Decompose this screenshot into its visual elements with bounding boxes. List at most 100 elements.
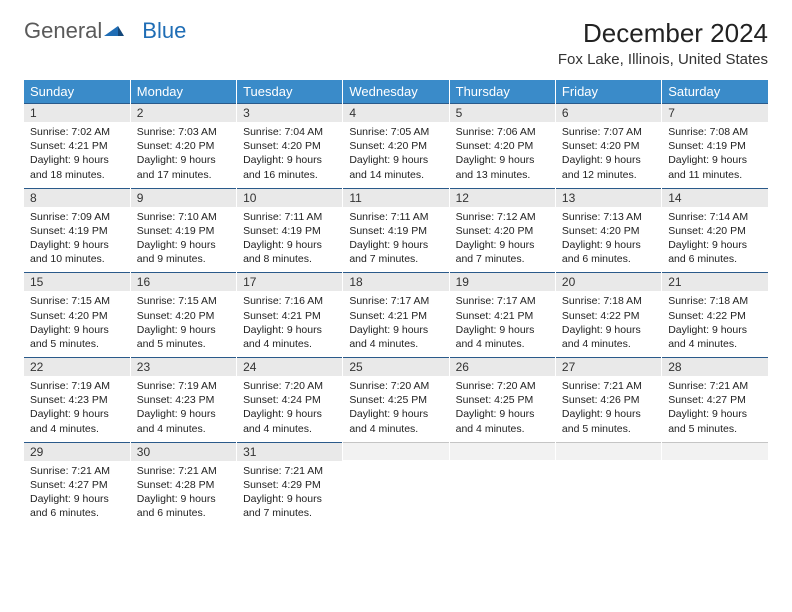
day-number: 16 — [131, 272, 236, 291]
day-header: Monday — [130, 80, 236, 103]
day-number: 25 — [343, 357, 448, 376]
day-number: 26 — [450, 357, 555, 376]
day-cell: 23Sunrise: 7:19 AMSunset: 4:23 PMDayligh… — [130, 357, 236, 442]
day-body: Sunrise: 7:20 AMSunset: 4:25 PMDaylight:… — [450, 376, 555, 442]
day-body: Sunrise: 7:13 AMSunset: 4:20 PMDaylight:… — [556, 207, 661, 273]
day-number: 13 — [556, 188, 661, 207]
day-body: Sunrise: 7:20 AMSunset: 4:25 PMDaylight:… — [343, 376, 448, 442]
day-number: 23 — [131, 357, 236, 376]
title-block: December 2024 Fox Lake, Illinois, United… — [558, 18, 768, 68]
day-cell: 21Sunrise: 7:18 AMSunset: 4:22 PMDayligh… — [662, 272, 768, 357]
day-body-empty — [343, 460, 448, 518]
day-number: 31 — [237, 442, 342, 461]
logo-text-general: General — [24, 18, 102, 44]
day-header-row: SundayMondayTuesdayWednesdayThursdayFrid… — [24, 80, 768, 103]
week-row: 15Sunrise: 7:15 AMSunset: 4:20 PMDayligh… — [24, 272, 768, 357]
day-body: Sunrise: 7:17 AMSunset: 4:21 PMDaylight:… — [343, 291, 448, 357]
day-cell: 1Sunrise: 7:02 AMSunset: 4:21 PMDaylight… — [24, 103, 130, 188]
location: Fox Lake, Illinois, United States — [558, 51, 768, 68]
day-cell: 7Sunrise: 7:08 AMSunset: 4:19 PMDaylight… — [662, 103, 768, 188]
day-number: 22 — [24, 357, 130, 376]
day-number: 7 — [662, 103, 768, 122]
day-number: 24 — [237, 357, 342, 376]
month-title: December 2024 — [558, 18, 768, 49]
day-number: 19 — [450, 272, 555, 291]
day-body: Sunrise: 7:17 AMSunset: 4:21 PMDaylight:… — [450, 291, 555, 357]
day-cell: 22Sunrise: 7:19 AMSunset: 4:23 PMDayligh… — [24, 357, 130, 442]
day-body: Sunrise: 7:18 AMSunset: 4:22 PMDaylight:… — [662, 291, 768, 357]
day-number: 30 — [131, 442, 236, 461]
day-body: Sunrise: 7:16 AMSunset: 4:21 PMDaylight:… — [237, 291, 342, 357]
day-cell: 27Sunrise: 7:21 AMSunset: 4:26 PMDayligh… — [555, 357, 661, 442]
day-number: 9 — [131, 188, 236, 207]
day-body-empty — [556, 460, 661, 518]
day-body: Sunrise: 7:14 AMSunset: 4:20 PMDaylight:… — [662, 207, 768, 273]
day-number: 28 — [662, 357, 768, 376]
day-body-empty — [662, 460, 768, 518]
day-cell: 12Sunrise: 7:12 AMSunset: 4:20 PMDayligh… — [449, 188, 555, 273]
day-header: Friday — [555, 80, 661, 103]
day-body: Sunrise: 7:20 AMSunset: 4:24 PMDaylight:… — [237, 376, 342, 442]
day-body: Sunrise: 7:03 AMSunset: 4:20 PMDaylight:… — [131, 122, 236, 188]
day-number: 29 — [24, 442, 130, 461]
day-number-empty — [450, 442, 555, 460]
day-body: Sunrise: 7:04 AMSunset: 4:20 PMDaylight:… — [237, 122, 342, 188]
day-cell: 6Sunrise: 7:07 AMSunset: 4:20 PMDaylight… — [555, 103, 661, 188]
day-number-empty — [662, 442, 768, 460]
day-body: Sunrise: 7:08 AMSunset: 4:19 PMDaylight:… — [662, 122, 768, 188]
day-number: 27 — [556, 357, 661, 376]
week-row: 1Sunrise: 7:02 AMSunset: 4:21 PMDaylight… — [24, 103, 768, 188]
day-number-empty — [556, 442, 661, 460]
day-cell: 26Sunrise: 7:20 AMSunset: 4:25 PMDayligh… — [449, 357, 555, 442]
day-number: 8 — [24, 188, 130, 207]
day-cell: 4Sunrise: 7:05 AMSunset: 4:20 PMDaylight… — [343, 103, 449, 188]
day-cell — [449, 442, 555, 527]
day-body: Sunrise: 7:10 AMSunset: 4:19 PMDaylight:… — [131, 207, 236, 273]
day-number: 4 — [343, 103, 448, 122]
day-number: 1 — [24, 103, 130, 122]
day-body: Sunrise: 7:11 AMSunset: 4:19 PMDaylight:… — [343, 207, 448, 273]
day-body-empty — [450, 460, 555, 518]
day-body: Sunrise: 7:12 AMSunset: 4:20 PMDaylight:… — [450, 207, 555, 273]
day-cell: 9Sunrise: 7:10 AMSunset: 4:19 PMDaylight… — [130, 188, 236, 273]
day-header: Saturday — [662, 80, 768, 103]
day-body: Sunrise: 7:09 AMSunset: 4:19 PMDaylight:… — [24, 207, 130, 273]
day-body: Sunrise: 7:21 AMSunset: 4:27 PMDaylight:… — [24, 461, 130, 527]
header: General Blue December 2024 Fox Lake, Ill… — [0, 0, 792, 76]
day-number: 17 — [237, 272, 342, 291]
day-cell — [662, 442, 768, 527]
day-number: 20 — [556, 272, 661, 291]
day-number: 18 — [343, 272, 448, 291]
day-header: Wednesday — [343, 80, 449, 103]
day-cell: 13Sunrise: 7:13 AMSunset: 4:20 PMDayligh… — [555, 188, 661, 273]
day-number: 15 — [24, 272, 130, 291]
day-cell: 5Sunrise: 7:06 AMSunset: 4:20 PMDaylight… — [449, 103, 555, 188]
day-number: 11 — [343, 188, 448, 207]
day-body: Sunrise: 7:15 AMSunset: 4:20 PMDaylight:… — [131, 291, 236, 357]
day-body: Sunrise: 7:15 AMSunset: 4:20 PMDaylight:… — [24, 291, 130, 357]
day-header: Thursday — [449, 80, 555, 103]
day-cell: 2Sunrise: 7:03 AMSunset: 4:20 PMDaylight… — [130, 103, 236, 188]
day-number: 3 — [237, 103, 342, 122]
day-cell: 10Sunrise: 7:11 AMSunset: 4:19 PMDayligh… — [237, 188, 343, 273]
day-number: 5 — [450, 103, 555, 122]
logo-icon — [104, 18, 124, 44]
day-header: Sunday — [24, 80, 130, 103]
day-cell — [555, 442, 661, 527]
day-body: Sunrise: 7:18 AMSunset: 4:22 PMDaylight:… — [556, 291, 661, 357]
day-body: Sunrise: 7:19 AMSunset: 4:23 PMDaylight:… — [131, 376, 236, 442]
day-number: 12 — [450, 188, 555, 207]
day-cell: 19Sunrise: 7:17 AMSunset: 4:21 PMDayligh… — [449, 272, 555, 357]
logo-text-blue: Blue — [142, 18, 186, 44]
calendar-table: SundayMondayTuesdayWednesdayThursdayFrid… — [24, 80, 768, 526]
day-cell: 29Sunrise: 7:21 AMSunset: 4:27 PMDayligh… — [24, 442, 130, 527]
day-number: 21 — [662, 272, 768, 291]
day-cell — [343, 442, 449, 527]
day-cell: 30Sunrise: 7:21 AMSunset: 4:28 PMDayligh… — [130, 442, 236, 527]
day-body: Sunrise: 7:19 AMSunset: 4:23 PMDaylight:… — [24, 376, 130, 442]
day-number: 2 — [131, 103, 236, 122]
day-body: Sunrise: 7:21 AMSunset: 4:26 PMDaylight:… — [556, 376, 661, 442]
logo: General Blue — [24, 18, 186, 44]
week-row: 22Sunrise: 7:19 AMSunset: 4:23 PMDayligh… — [24, 357, 768, 442]
day-body: Sunrise: 7:11 AMSunset: 4:19 PMDaylight:… — [237, 207, 342, 273]
